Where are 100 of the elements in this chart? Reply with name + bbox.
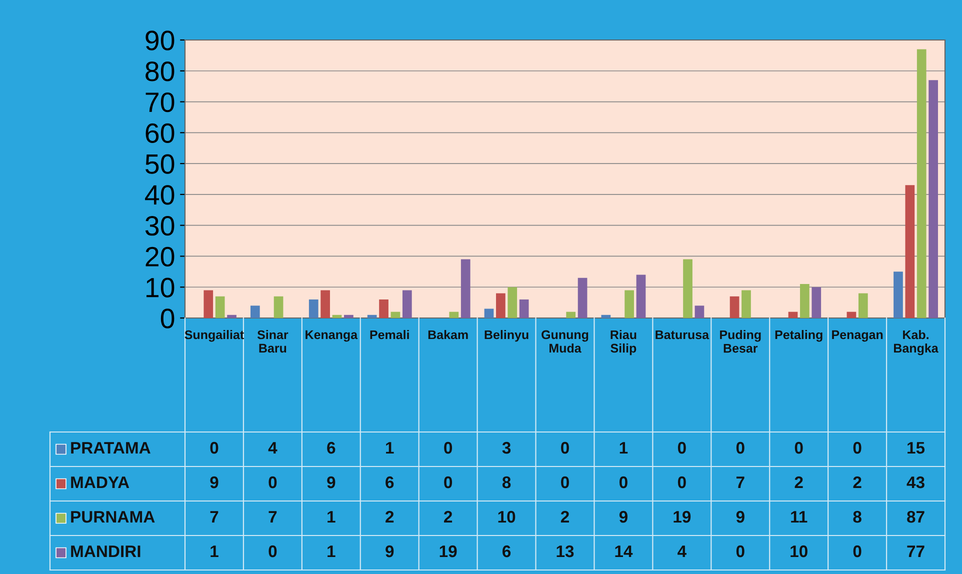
y-tick-label: 90 (146, 30, 174, 50)
data-label: 1 (328, 511, 336, 523)
x-tick-label: Sinar Baru (257, 330, 288, 353)
data-label: 10 (498, 510, 516, 523)
data-label: 0 (736, 545, 744, 558)
data-label: 3 (502, 442, 511, 454)
data-label: 19 (440, 545, 457, 558)
data-label: 0 (444, 442, 452, 454)
bar (683, 259, 692, 318)
data-label: 11 (791, 511, 808, 523)
bar (367, 314, 377, 318)
y-tick-label: 70 (146, 92, 174, 112)
bar (636, 274, 646, 318)
bar (308, 299, 318, 318)
data-label: 7 (210, 511, 218, 523)
x-tick-label: Baturusa (656, 330, 710, 340)
data-label: 15 (908, 442, 925, 454)
bar (894, 272, 903, 318)
data-label: 9 (386, 545, 394, 558)
data-label: 0 (853, 545, 862, 558)
legend-label: PURNAMA (71, 511, 155, 523)
data-label: 6 (386, 476, 394, 488)
bar (332, 314, 342, 318)
bar (449, 312, 459, 318)
bar (215, 296, 225, 318)
data-label: 2 (560, 510, 569, 523)
data-label: 0 (794, 442, 803, 454)
bar (858, 293, 868, 318)
data-label: 0 (268, 545, 277, 558)
y-tick-label: 60 (146, 123, 174, 144)
y-tick-label: 10 (146, 278, 174, 298)
bar (788, 312, 798, 318)
bar (344, 314, 354, 318)
x-tick-label: Kab. Bangka (894, 330, 938, 356)
data-label: 4 (678, 546, 686, 558)
x-tick-label: Gunung Muda (542, 330, 588, 353)
data-label: 0 (678, 476, 686, 488)
x-tick-label: Pemali (370, 330, 409, 340)
data-label: 0 (561, 476, 569, 488)
data-label: 0 (210, 442, 218, 454)
data-label: 9 (210, 476, 218, 488)
bar (204, 290, 214, 318)
x-tick-label: Kenanga (306, 330, 358, 342)
data-label: 8 (853, 510, 862, 523)
data-label: 1 (620, 442, 628, 454)
legend-label: MADYA (71, 476, 130, 488)
bar (566, 312, 576, 318)
bar (496, 293, 506, 318)
y-tick-label: 20 (146, 246, 174, 267)
x-tick-label: Petaling (775, 330, 822, 342)
bar (402, 290, 412, 318)
x-tick-label: Penagan (832, 330, 883, 342)
bar (905, 185, 915, 318)
data-label: 1 (386, 442, 394, 454)
data-label: 2 (444, 510, 452, 523)
data-label: 7 (268, 511, 277, 523)
data-label: 9 (619, 510, 628, 523)
data-label: 1 (210, 546, 218, 558)
x-tick-label: Riau Silip (610, 330, 636, 356)
data-label: 19 (674, 510, 691, 523)
data-label: 6 (502, 545, 511, 558)
bar (601, 314, 611, 318)
data-label: 7 (736, 476, 744, 488)
data-label: 6 (327, 442, 336, 454)
bar (694, 306, 704, 318)
bar (379, 299, 388, 318)
bar (484, 308, 494, 318)
y-tick-label: 40 (145, 185, 174, 205)
data-label: 4 (268, 442, 278, 454)
bar (460, 259, 470, 318)
data-label: 14 (615, 546, 633, 558)
bar (274, 296, 284, 318)
data-label: 9 (327, 476, 336, 488)
bar (928, 80, 938, 318)
data-label: 0 (853, 442, 862, 454)
data-label: 2 (853, 476, 862, 488)
y-tick-label: 30 (145, 216, 174, 236)
bar (800, 284, 810, 318)
y-tick-label: 80 (146, 62, 174, 82)
data-label: 43 (906, 476, 924, 488)
bar (846, 312, 856, 318)
data-label: 0 (736, 442, 744, 454)
x-tick-label: Bakam (428, 330, 468, 340)
data-label: 2 (386, 510, 394, 523)
data-label: 0 (444, 476, 452, 488)
data-label: 10 (790, 545, 808, 558)
bar (508, 287, 518, 318)
bar (916, 49, 926, 318)
bar (320, 290, 330, 318)
x-tick-label: Puding Besar (720, 330, 761, 353)
legend-label: PRATAMA (71, 442, 150, 454)
data-label: 87 (907, 510, 924, 523)
data-label: 0 (268, 476, 277, 488)
bar (250, 306, 260, 318)
data-label: 0 (561, 442, 569, 454)
y-tick-label: 0 (160, 308, 174, 328)
bar (578, 278, 588, 318)
legend-label: MANDIRI (71, 546, 140, 558)
y-tick-label: 50 (145, 154, 174, 174)
bar (227, 314, 236, 318)
